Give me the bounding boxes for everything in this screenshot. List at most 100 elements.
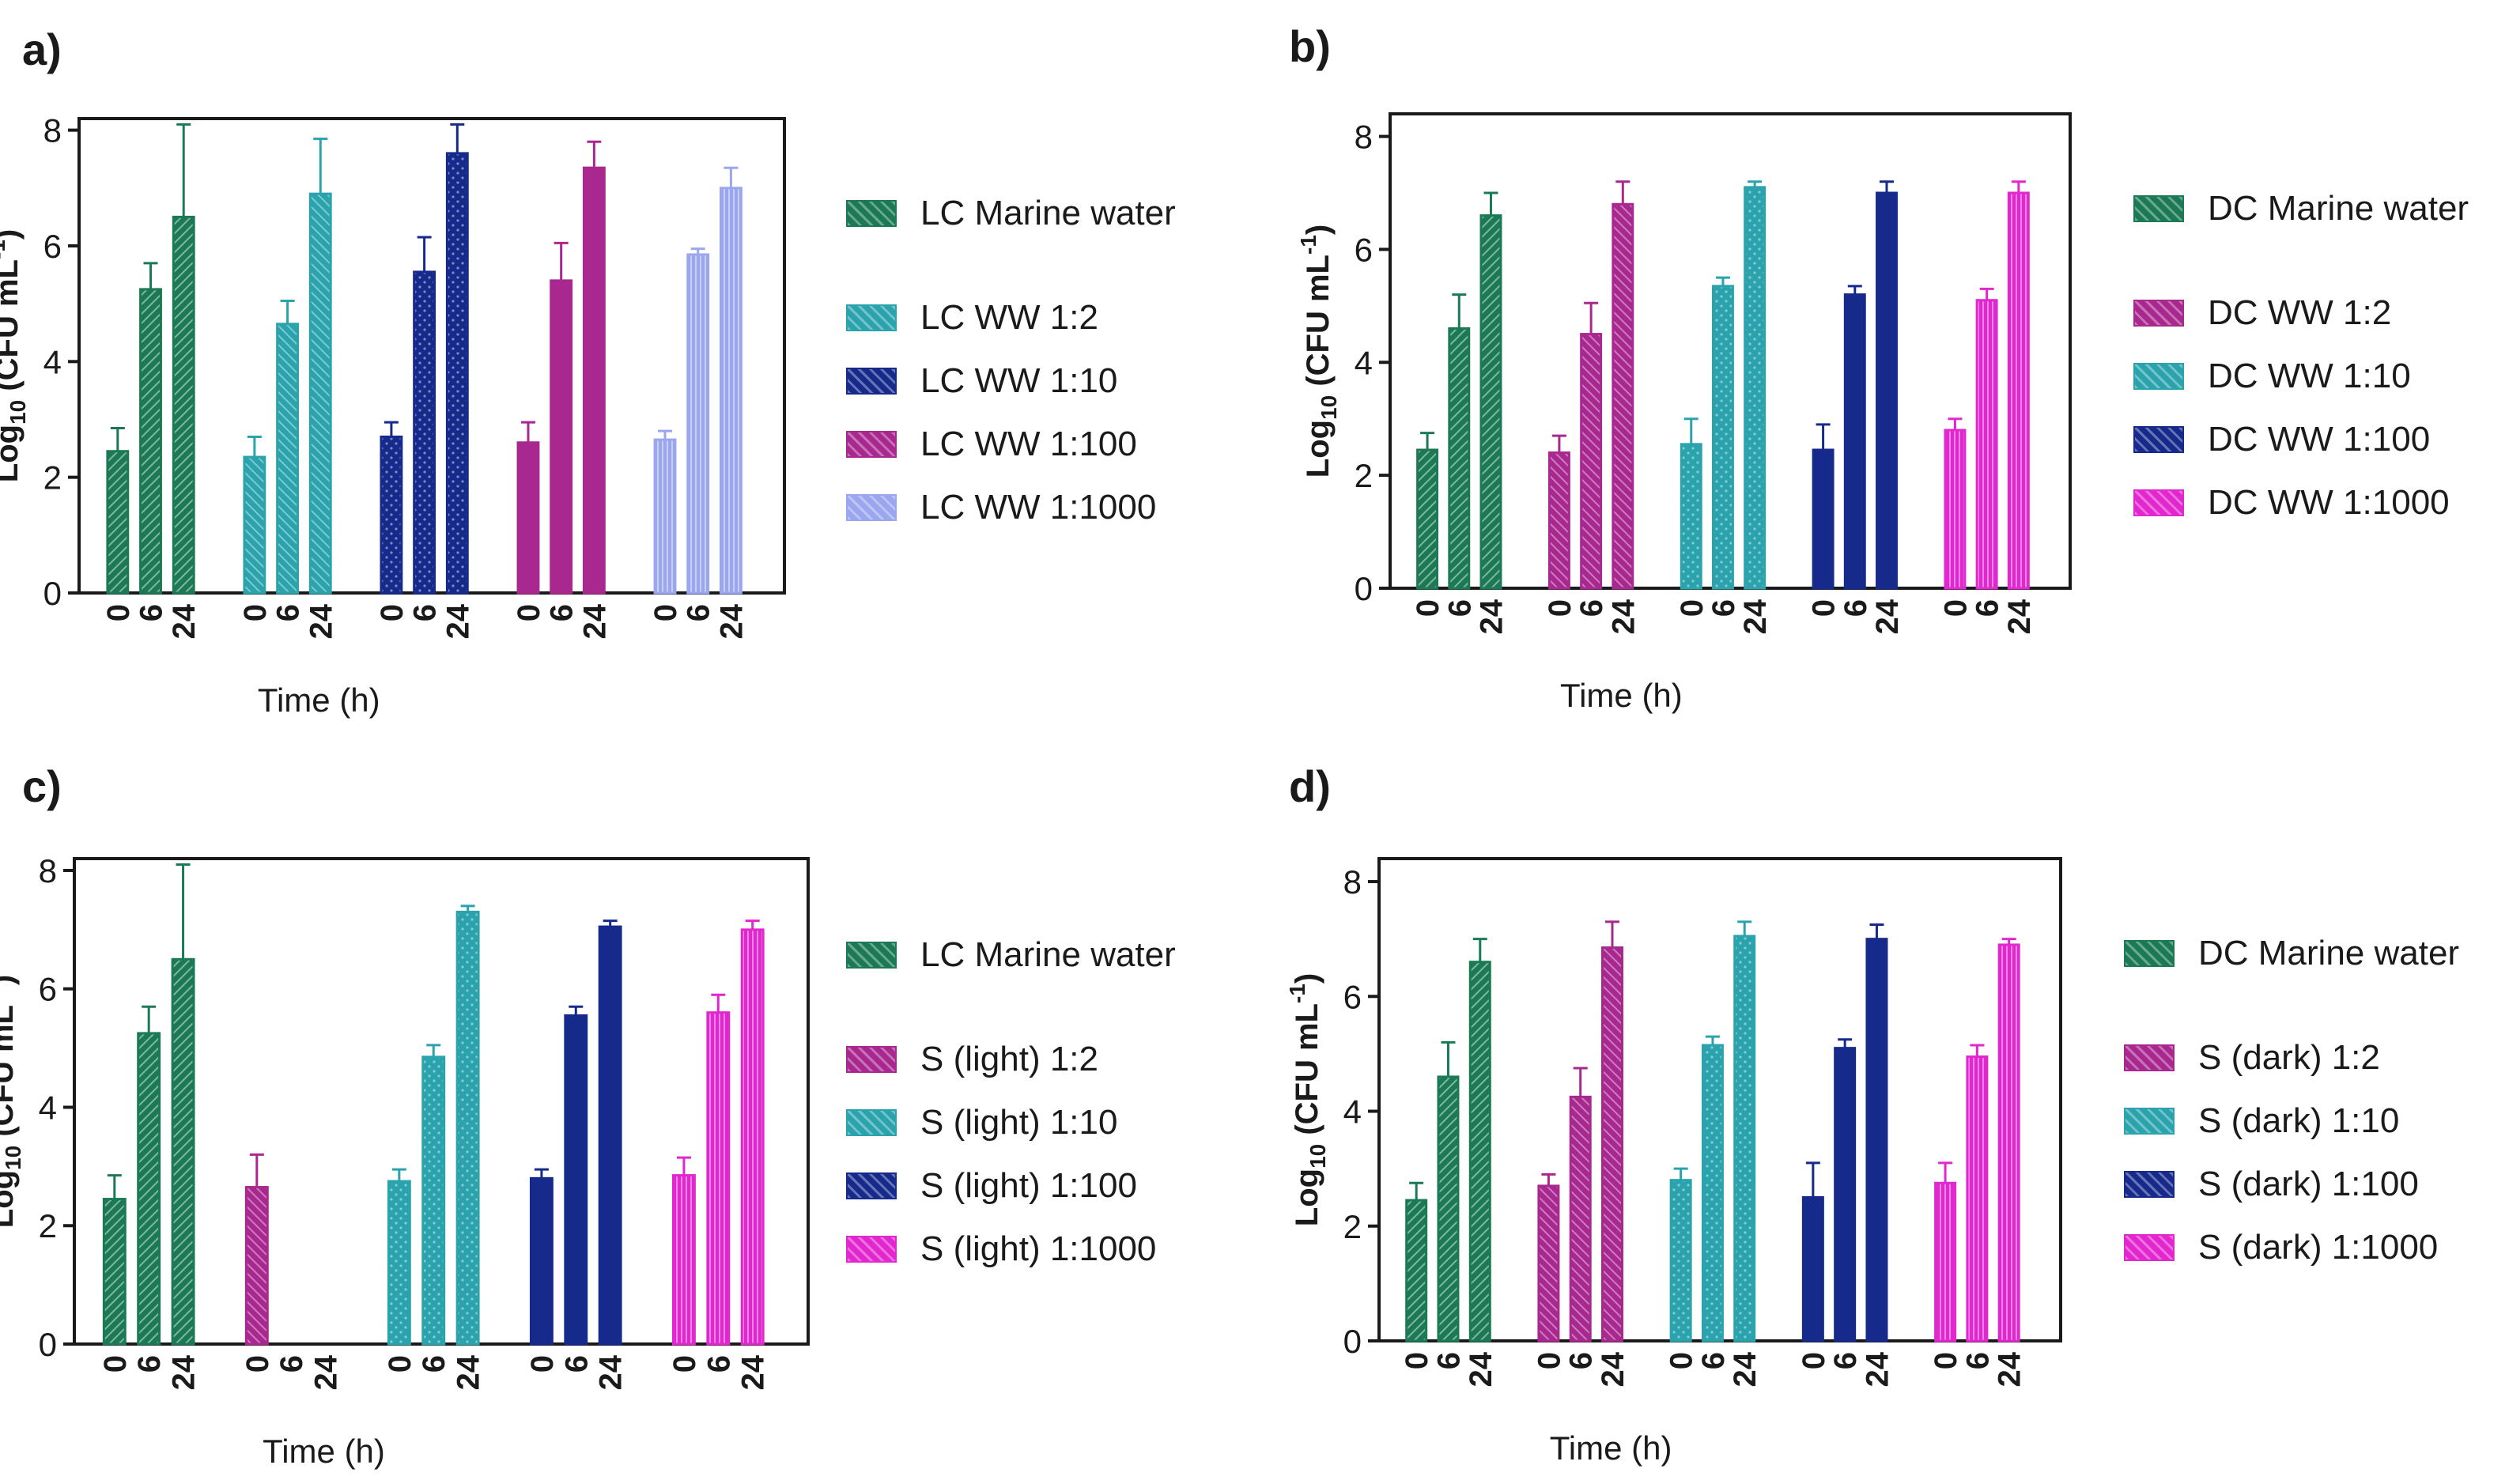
x-tick-label: 6 <box>1838 599 1873 617</box>
bar <box>1680 443 1702 590</box>
legend-item: DC WW 1:100 <box>2133 420 2430 459</box>
bar <box>1834 1047 1857 1342</box>
x-tick-label: 0 <box>1797 1352 1831 1369</box>
x-tick-label: 0 <box>525 1355 560 1373</box>
x-tick-label: 0 <box>375 604 410 621</box>
x-tick-label: 6 <box>559 1355 594 1373</box>
x-tick-label: 0 <box>1807 599 1842 617</box>
legend-item: DC WW 1:1000 <box>2133 483 2450 522</box>
bar <box>686 253 710 595</box>
legend-swatch <box>2124 1044 2175 1071</box>
legend-item: LC WW 1:100 <box>846 425 1137 463</box>
x-tick-label: 24 <box>309 1354 344 1390</box>
y-tick-label: 4 <box>39 1089 57 1126</box>
bar <box>455 910 480 1346</box>
legend-label: LC WW 1:100 <box>920 425 1137 463</box>
x-tick-label: 24 <box>736 1354 771 1390</box>
y-axis-label: Log10 (CFU mL-1) <box>1285 973 1330 1226</box>
y-tick-label: 2 <box>39 1207 57 1244</box>
x-tick-label: 0 <box>1400 1352 1434 1369</box>
x-tick-label: 6 <box>1431 1352 1466 1369</box>
legend-item: DC WW 1:10 <box>2133 357 2411 395</box>
x-tick-label: 0 <box>1938 599 1973 617</box>
x-tick-label: 0 <box>238 604 273 621</box>
x-tick-label: 24 <box>1728 1351 1763 1387</box>
panel-label: c) <box>22 761 62 811</box>
bar <box>1744 186 1767 590</box>
x-tick-label: 0 <box>648 604 683 621</box>
legend-label: DC WW 1:10 <box>2208 357 2411 395</box>
legend-swatch <box>2124 1108 2175 1135</box>
bar <box>308 192 332 595</box>
bar <box>172 215 195 595</box>
bar <box>106 450 130 595</box>
x-tick-label: 0 <box>667 1355 702 1373</box>
bar <box>421 1055 446 1346</box>
y-tick-label: 2 <box>43 459 62 497</box>
legend-label: LC WW 1:1000 <box>920 488 1157 527</box>
legend-label: DC WW 1:2 <box>2208 293 2392 332</box>
legend-swatch <box>2124 1234 2175 1261</box>
bar <box>1612 202 1634 590</box>
bar <box>243 455 266 595</box>
x-tick-label: 0 <box>1532 1352 1566 1369</box>
x-tick-label: 24 <box>1993 1351 2027 1387</box>
bar <box>529 1176 554 1346</box>
x-tick-label: 6 <box>1564 1352 1599 1369</box>
y-tick-label: 6 <box>43 228 62 265</box>
x-tick-label: 6 <box>1574 599 1609 617</box>
bar <box>1547 451 1570 590</box>
y-tick-label: 4 <box>1343 1093 1362 1131</box>
x-tick-label: 24 <box>577 603 612 639</box>
x-tick-label: 6 <box>701 1355 736 1373</box>
legend-label: LC WW 1:10 <box>920 361 1118 400</box>
y-tick-label: 0 <box>39 1326 57 1363</box>
legend-swatch <box>846 494 897 521</box>
x-tick-label: 24 <box>167 603 202 639</box>
x-tick-label: 6 <box>1442 599 1477 617</box>
legend-label: DC Marine water <box>2208 189 2469 228</box>
x-tick-label: 24 <box>440 603 475 639</box>
bar <box>1448 327 1471 590</box>
legend-swatch <box>846 942 897 969</box>
bar <box>516 441 540 595</box>
legend-label: DC WW 1:100 <box>2208 420 2431 459</box>
y-tick-label: 0 <box>43 575 62 612</box>
bar <box>1416 448 1439 590</box>
bar <box>137 1032 161 1346</box>
x-tick-label: 6 <box>408 604 443 621</box>
legend-label: S (dark) 1:1000 <box>2198 1228 2439 1267</box>
panel-label: d) <box>1289 761 1331 811</box>
legend-label: S (light) 1:2 <box>920 1040 1098 1078</box>
panel-label: a) <box>22 25 62 74</box>
legend-swatch <box>846 1046 897 1073</box>
bar <box>387 1180 411 1346</box>
x-tick-label: 0 <box>98 1355 133 1373</box>
x-tick-label: 0 <box>1543 599 1578 617</box>
legend-label: LC Marine water <box>920 935 1176 974</box>
bar <box>1944 429 1967 590</box>
legend-swatch <box>846 1236 897 1263</box>
legend-item: LC WW 1:2 <box>846 298 1098 337</box>
bar <box>1865 938 1888 1342</box>
bar <box>1468 961 1491 1342</box>
x-axis-label: Time (h) <box>1560 677 1683 714</box>
x-tick-label: 6 <box>1971 599 2005 617</box>
bar <box>2007 191 2030 590</box>
bar <box>1812 448 1835 590</box>
bar <box>102 1198 127 1346</box>
bar <box>582 166 606 595</box>
bar <box>1997 943 2020 1342</box>
bar <box>276 323 299 595</box>
legend-swatch <box>2133 195 2184 222</box>
legend-swatch <box>2133 489 2184 516</box>
bar <box>1966 1055 1989 1342</box>
legend-label: DC Marine water <box>2198 934 2460 972</box>
legend-swatch <box>846 1109 897 1136</box>
x-tick-label: 24 <box>1474 599 1509 634</box>
legend-item: S (light) 1:100 <box>846 1166 1137 1205</box>
